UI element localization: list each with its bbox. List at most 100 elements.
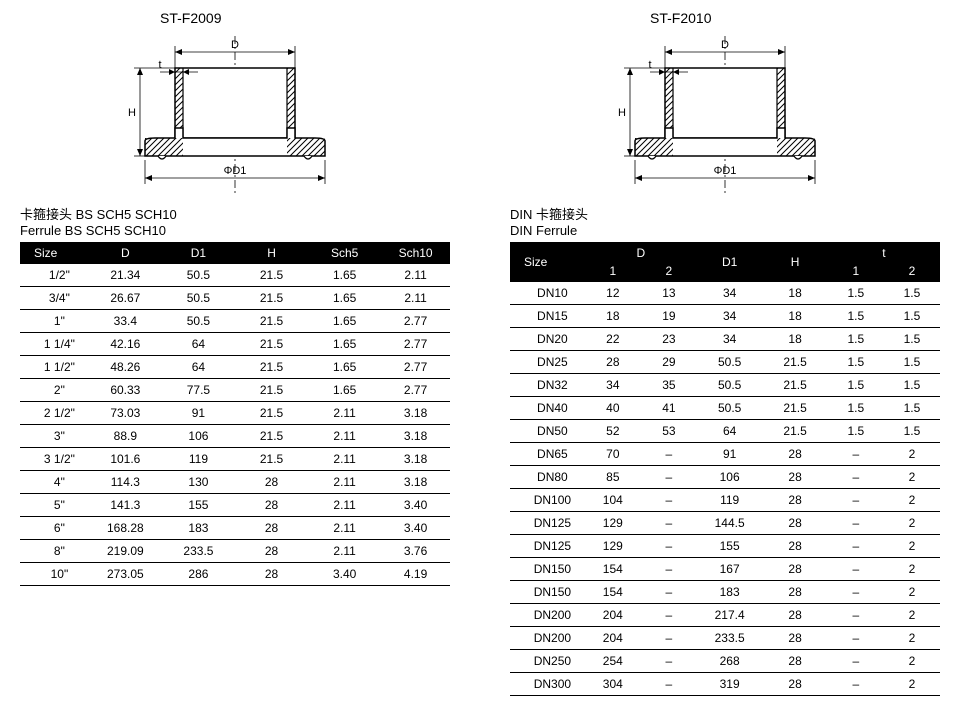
- table-cell: 1.65: [308, 356, 381, 379]
- table-cell: –: [641, 627, 697, 650]
- table-cell: 1.5: [828, 420, 884, 443]
- table-cell: 91: [697, 443, 762, 466]
- table-cell: 144.5: [697, 512, 762, 535]
- left-model-label: ST-F2009: [160, 10, 450, 26]
- table-cell: 2: [884, 535, 940, 558]
- table-cell: 1.5: [884, 282, 940, 305]
- table-cell: 2: [884, 650, 940, 673]
- table-cell: 1.5: [884, 397, 940, 420]
- table-cell: 1": [20, 310, 89, 333]
- table-cell: DN32: [510, 374, 585, 397]
- table-row: DN200204–233.528–2: [510, 627, 940, 650]
- col-sch5: Sch5: [308, 242, 381, 264]
- table-cell: 18: [762, 282, 827, 305]
- table-cell: 28: [762, 512, 827, 535]
- table-cell: 154: [585, 558, 641, 581]
- table-cell: 50.5: [697, 351, 762, 374]
- table-cell: –: [828, 581, 884, 604]
- table-cell: 77.5: [162, 379, 235, 402]
- table-cell: 21.5: [762, 397, 827, 420]
- table-cell: 2 1/2": [20, 402, 89, 425]
- table-cell: DN25: [510, 351, 585, 374]
- table-cell: 3": [20, 425, 89, 448]
- dim-H-label: H: [128, 107, 136, 119]
- table-cell: 233.5: [162, 540, 235, 563]
- table-cell: 53: [641, 420, 697, 443]
- table-cell: 48.26: [89, 356, 162, 379]
- table-cell: DN10: [510, 282, 585, 305]
- left-title-cn: 卡箍接头 BS SCH5 SCH10: [20, 204, 450, 223]
- table-cell: 4.19: [381, 563, 450, 586]
- table-row: DN150154–16728–2: [510, 558, 940, 581]
- left-diagram: D t H ΦD1: [20, 28, 450, 198]
- table-row: DN100104–11928–2: [510, 489, 940, 512]
- table-row: 1 1/4"42.166421.51.652.77: [20, 333, 450, 356]
- table-cell: 88.9: [89, 425, 162, 448]
- col-h: H: [762, 242, 827, 282]
- table-cell: 2.11: [381, 264, 450, 287]
- table-cell: 1/2": [20, 264, 89, 287]
- col-t-1: 1: [828, 264, 884, 282]
- table-cell: 28: [762, 489, 827, 512]
- table-row: DN25282950.521.51.51.5: [510, 351, 940, 374]
- table-cell: 1.5: [828, 397, 884, 420]
- col-size: Size: [510, 242, 585, 282]
- table-cell: 21.5: [235, 379, 308, 402]
- table-cell: 5": [20, 494, 89, 517]
- table-cell: 40: [585, 397, 641, 420]
- table-cell: 2: [884, 627, 940, 650]
- table-cell: 26.67: [89, 287, 162, 310]
- table-cell: 21.5: [235, 356, 308, 379]
- table-cell: 2: [884, 604, 940, 627]
- table-row: DN32343550.521.51.51.5: [510, 374, 940, 397]
- table-cell: 22: [585, 328, 641, 351]
- table-cell: 1.65: [308, 333, 381, 356]
- table-cell: 2.11: [308, 517, 381, 540]
- table-cell: 204: [585, 627, 641, 650]
- table-cell: 1.5: [828, 328, 884, 351]
- table-cell: 3.18: [381, 448, 450, 471]
- table-cell: DN65: [510, 443, 585, 466]
- table-row: DN20222334181.51.5: [510, 328, 940, 351]
- table-cell: 129: [585, 535, 641, 558]
- table-cell: 1 1/4": [20, 333, 89, 356]
- table-cell: 155: [162, 494, 235, 517]
- table-cell: 29: [641, 351, 697, 374]
- table-cell: 28: [762, 673, 827, 696]
- table-cell: –: [641, 535, 697, 558]
- table-cell: 28: [762, 604, 827, 627]
- table-cell: 1.65: [308, 287, 381, 310]
- table-cell: 141.3: [89, 494, 162, 517]
- table-cell: 167: [697, 558, 762, 581]
- table-cell: 91: [162, 402, 235, 425]
- table-cell: 12: [585, 282, 641, 305]
- table-cell: 2: [884, 581, 940, 604]
- table-cell: 3.40: [381, 517, 450, 540]
- table-cell: 28: [235, 540, 308, 563]
- table-cell: 34: [585, 374, 641, 397]
- table-cell: 3.40: [381, 494, 450, 517]
- table-cell: 219.09: [89, 540, 162, 563]
- table-row: DN125129–144.528–2: [510, 512, 940, 535]
- table-cell: DN80: [510, 466, 585, 489]
- table-cell: 19: [641, 305, 697, 328]
- table-cell: 28: [762, 627, 827, 650]
- table-cell: 106: [697, 466, 762, 489]
- table-cell: 50.5: [162, 287, 235, 310]
- dim-t-label: t: [648, 59, 651, 71]
- table-cell: 2.77: [381, 379, 450, 402]
- table-cell: 42.16: [89, 333, 162, 356]
- table-cell: –: [641, 581, 697, 604]
- table-row: 3 1/2"101.611921.52.113.18: [20, 448, 450, 471]
- table-cell: 50.5: [162, 264, 235, 287]
- table-row: 3"88.910621.52.113.18: [20, 425, 450, 448]
- col-size: Size: [20, 242, 89, 264]
- table-cell: 28: [762, 443, 827, 466]
- table-cell: 21.5: [235, 448, 308, 471]
- table-row: 2 1/2"73.039121.52.113.18: [20, 402, 450, 425]
- table-cell: 304: [585, 673, 641, 696]
- table-cell: DN100: [510, 489, 585, 512]
- table-cell: 183: [697, 581, 762, 604]
- table-cell: 2.11: [381, 287, 450, 310]
- table-row: DN300304–31928–2: [510, 673, 940, 696]
